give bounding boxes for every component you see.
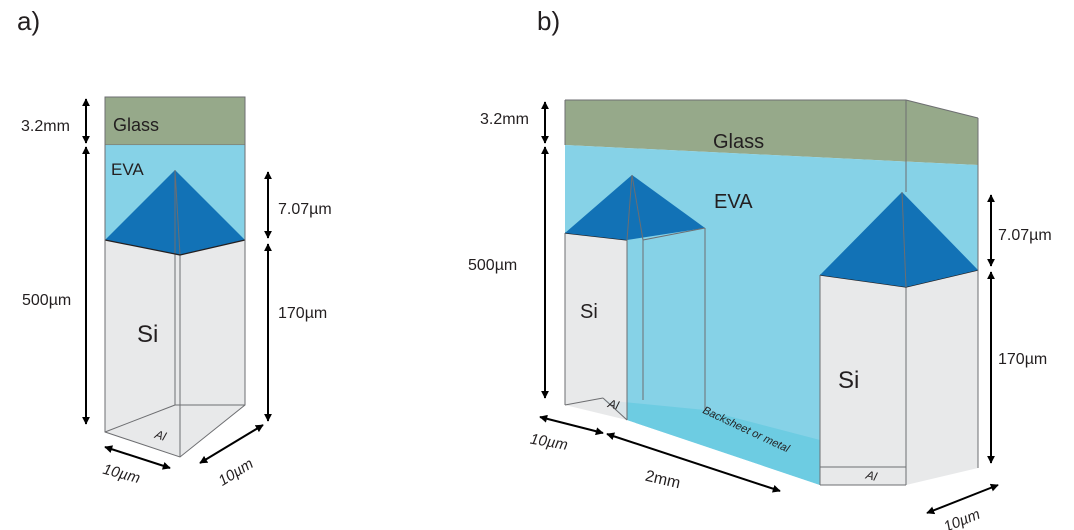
- panel-a-label: a): [17, 6, 40, 36]
- si-right-label-b: Si: [838, 367, 859, 394]
- pyramid-left-b: [565, 174, 705, 241]
- panel-b: b): [468, 6, 1052, 530]
- width-right-b: 10µm: [941, 506, 982, 530]
- width-left-b: 10µm: [529, 431, 569, 454]
- eva-label-b: EVA: [714, 191, 753, 213]
- si-left-label-b: Si: [580, 301, 598, 323]
- width-y-a: 10µm: [215, 455, 256, 489]
- panel-b-label: b): [537, 6, 560, 36]
- gap-b: 2mm: [643, 468, 681, 493]
- arrow-width-y-a: [199, 424, 264, 464]
- width-x-a: 10µm: [101, 461, 142, 487]
- arrow-width-right-b: [926, 483, 999, 515]
- pyramid-height-b: 7.07µm: [998, 227, 1052, 244]
- si-height-b: 170µm: [998, 351, 1047, 368]
- si-left-block-b: [564, 232, 644, 421]
- pyramid-right-b: [820, 191, 978, 288]
- si-height-a: 170µm: [278, 305, 327, 322]
- glass-layer-b: [564, 99, 979, 165]
- eva-label-a: EVA: [111, 160, 144, 179]
- glass-label-b: Glass: [713, 131, 764, 153]
- total-height-a: 500µm: [22, 292, 71, 309]
- pyramid-height-a: 7.07µm: [278, 201, 332, 218]
- al-label-a: Al: [152, 427, 168, 444]
- glass-label-a: Glass: [113, 115, 159, 135]
- panel-a: a) Glass EVA Si Al: [17, 6, 332, 490]
- glass-thickness-b: 3.2mm: [480, 111, 529, 128]
- al-label-left-b: Al: [605, 396, 620, 413]
- total-height-b: 500µm: [468, 257, 517, 274]
- al-label-right-b: Al: [864, 468, 879, 484]
- si-label-a: Si: [137, 321, 158, 348]
- glass-thickness-a: 3.2mm: [21, 118, 70, 135]
- arrow-width-x-a: [104, 445, 171, 470]
- arrow-width-left-b: [539, 414, 604, 436]
- arrow-gap-b: [606, 432, 781, 493]
- si-block-a: [104, 96, 246, 458]
